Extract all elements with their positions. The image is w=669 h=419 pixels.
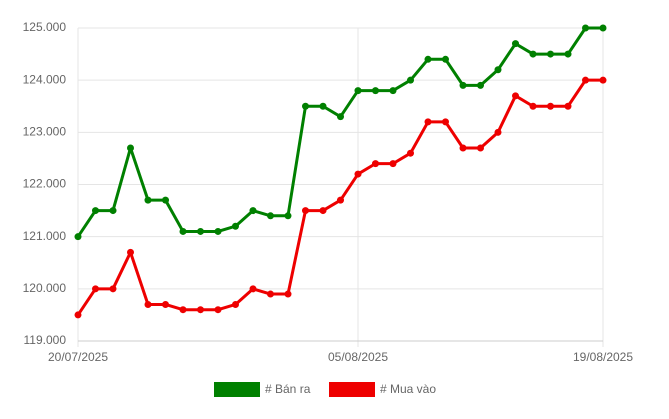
point (494, 66, 502, 74)
point (337, 113, 344, 121)
point (232, 222, 239, 230)
y-tick-label: 119.000 (24, 333, 67, 347)
point (599, 76, 607, 84)
point (144, 196, 152, 204)
point (529, 102, 537, 110)
point (144, 300, 152, 308)
point (407, 76, 414, 84)
point (389, 87, 397, 95)
point (109, 285, 117, 293)
point (179, 227, 187, 235)
point (197, 227, 204, 235)
legend-label[interactable]: # Bán ra (265, 382, 311, 396)
point (424, 55, 432, 63)
x-tick-label: 19/08/2025 (573, 350, 633, 364)
point (459, 144, 467, 152)
x-tick-label: 05/08/2025 (328, 350, 388, 364)
point (512, 40, 519, 48)
point (477, 81, 484, 89)
point (109, 207, 117, 215)
point (232, 300, 239, 308)
point (354, 87, 362, 95)
point (162, 196, 169, 204)
legend-label[interactable]: # Mua vào (380, 382, 436, 396)
y-tick-label: 120.000 (23, 281, 67, 295)
point (284, 212, 292, 220)
point (477, 144, 484, 152)
point (249, 207, 257, 215)
y-tick-label: 124.000 (23, 72, 67, 86)
point (389, 160, 397, 168)
point (442, 118, 449, 126)
point (442, 55, 449, 63)
point (197, 306, 204, 314)
point (547, 102, 554, 110)
point (337, 196, 344, 204)
point (267, 290, 274, 298)
point (319, 102, 327, 110)
y-tick-label: 123.000 (23, 125, 67, 139)
point (459, 81, 467, 89)
point (284, 290, 292, 298)
point (302, 102, 309, 110)
point (529, 50, 537, 58)
point (302, 207, 309, 215)
point (179, 306, 187, 314)
legend-swatch[interactable] (329, 382, 375, 397)
y-tick-label: 122.000 (23, 177, 67, 191)
point (74, 233, 82, 241)
point (127, 248, 134, 256)
point (267, 212, 274, 220)
point (582, 76, 589, 84)
x-tick-label: 20/07/2025 (48, 350, 108, 364)
point (424, 118, 432, 126)
point (372, 87, 379, 95)
legend-swatch[interactable] (214, 382, 260, 397)
point (407, 149, 414, 157)
point (372, 160, 379, 168)
point (354, 170, 362, 178)
point (564, 102, 572, 110)
point (214, 306, 222, 314)
y-tick-label: 125.000 (23, 20, 67, 34)
point (564, 50, 572, 58)
point (92, 207, 99, 215)
point (92, 285, 99, 293)
point (162, 300, 169, 308)
point (547, 50, 554, 58)
point (249, 285, 257, 293)
point (582, 24, 589, 32)
point (319, 207, 327, 215)
point (214, 227, 222, 235)
point (74, 311, 82, 319)
point (494, 128, 502, 136)
point (127, 144, 134, 152)
point (599, 24, 607, 32)
y-tick-label: 121.000 (23, 229, 67, 243)
point (512, 92, 519, 100)
